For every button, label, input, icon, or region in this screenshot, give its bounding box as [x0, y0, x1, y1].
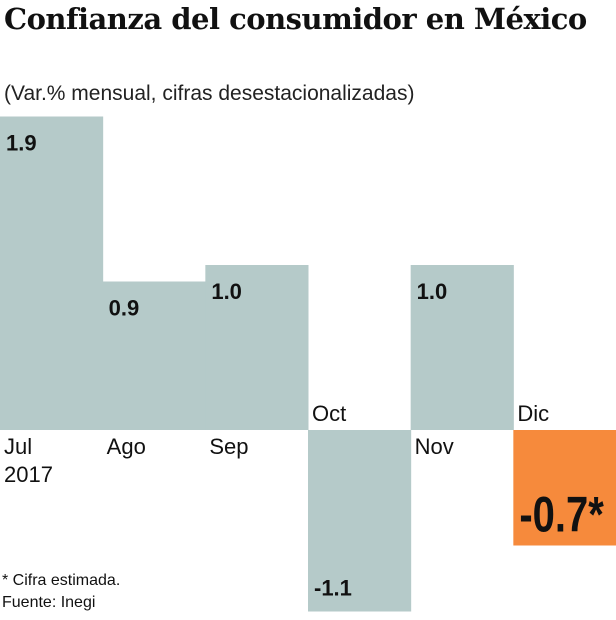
bar-2 [205, 265, 309, 430]
chart-notes: * Cifra estimada. Fuente: Inegi [2, 570, 120, 614]
bar-5 [513, 430, 616, 546]
source-note: Fuente: Inegi [2, 594, 96, 611]
bar-0 [0, 116, 104, 430]
category-label: Jul [4, 434, 32, 459]
chart-title: Confianza del consumidor en México [4, 2, 587, 36]
category-label: Oct [312, 401, 346, 426]
bar-3 [308, 430, 412, 612]
bar-1 [102, 281, 206, 430]
category-label: Dic [517, 401, 549, 426]
value-label: 1.0 [211, 279, 242, 304]
category-label: Nov [415, 434, 454, 459]
chart-subtitle: (Var.% mensual, cifras desestacionalizad… [4, 82, 415, 105]
footnote: * Cifra estimada. [2, 572, 121, 589]
value-label: -1.1 [314, 576, 352, 601]
category-label: Sep [209, 434, 248, 459]
value-label: -0.7* [519, 486, 604, 542]
value-label: 0.9 [109, 296, 140, 321]
category-label: 2017 [4, 462, 53, 487]
bar-4 [410, 265, 514, 430]
value-label: 1.9 [6, 131, 37, 156]
value-label: 1.0 [417, 279, 448, 304]
category-label: Ago [107, 434, 146, 459]
